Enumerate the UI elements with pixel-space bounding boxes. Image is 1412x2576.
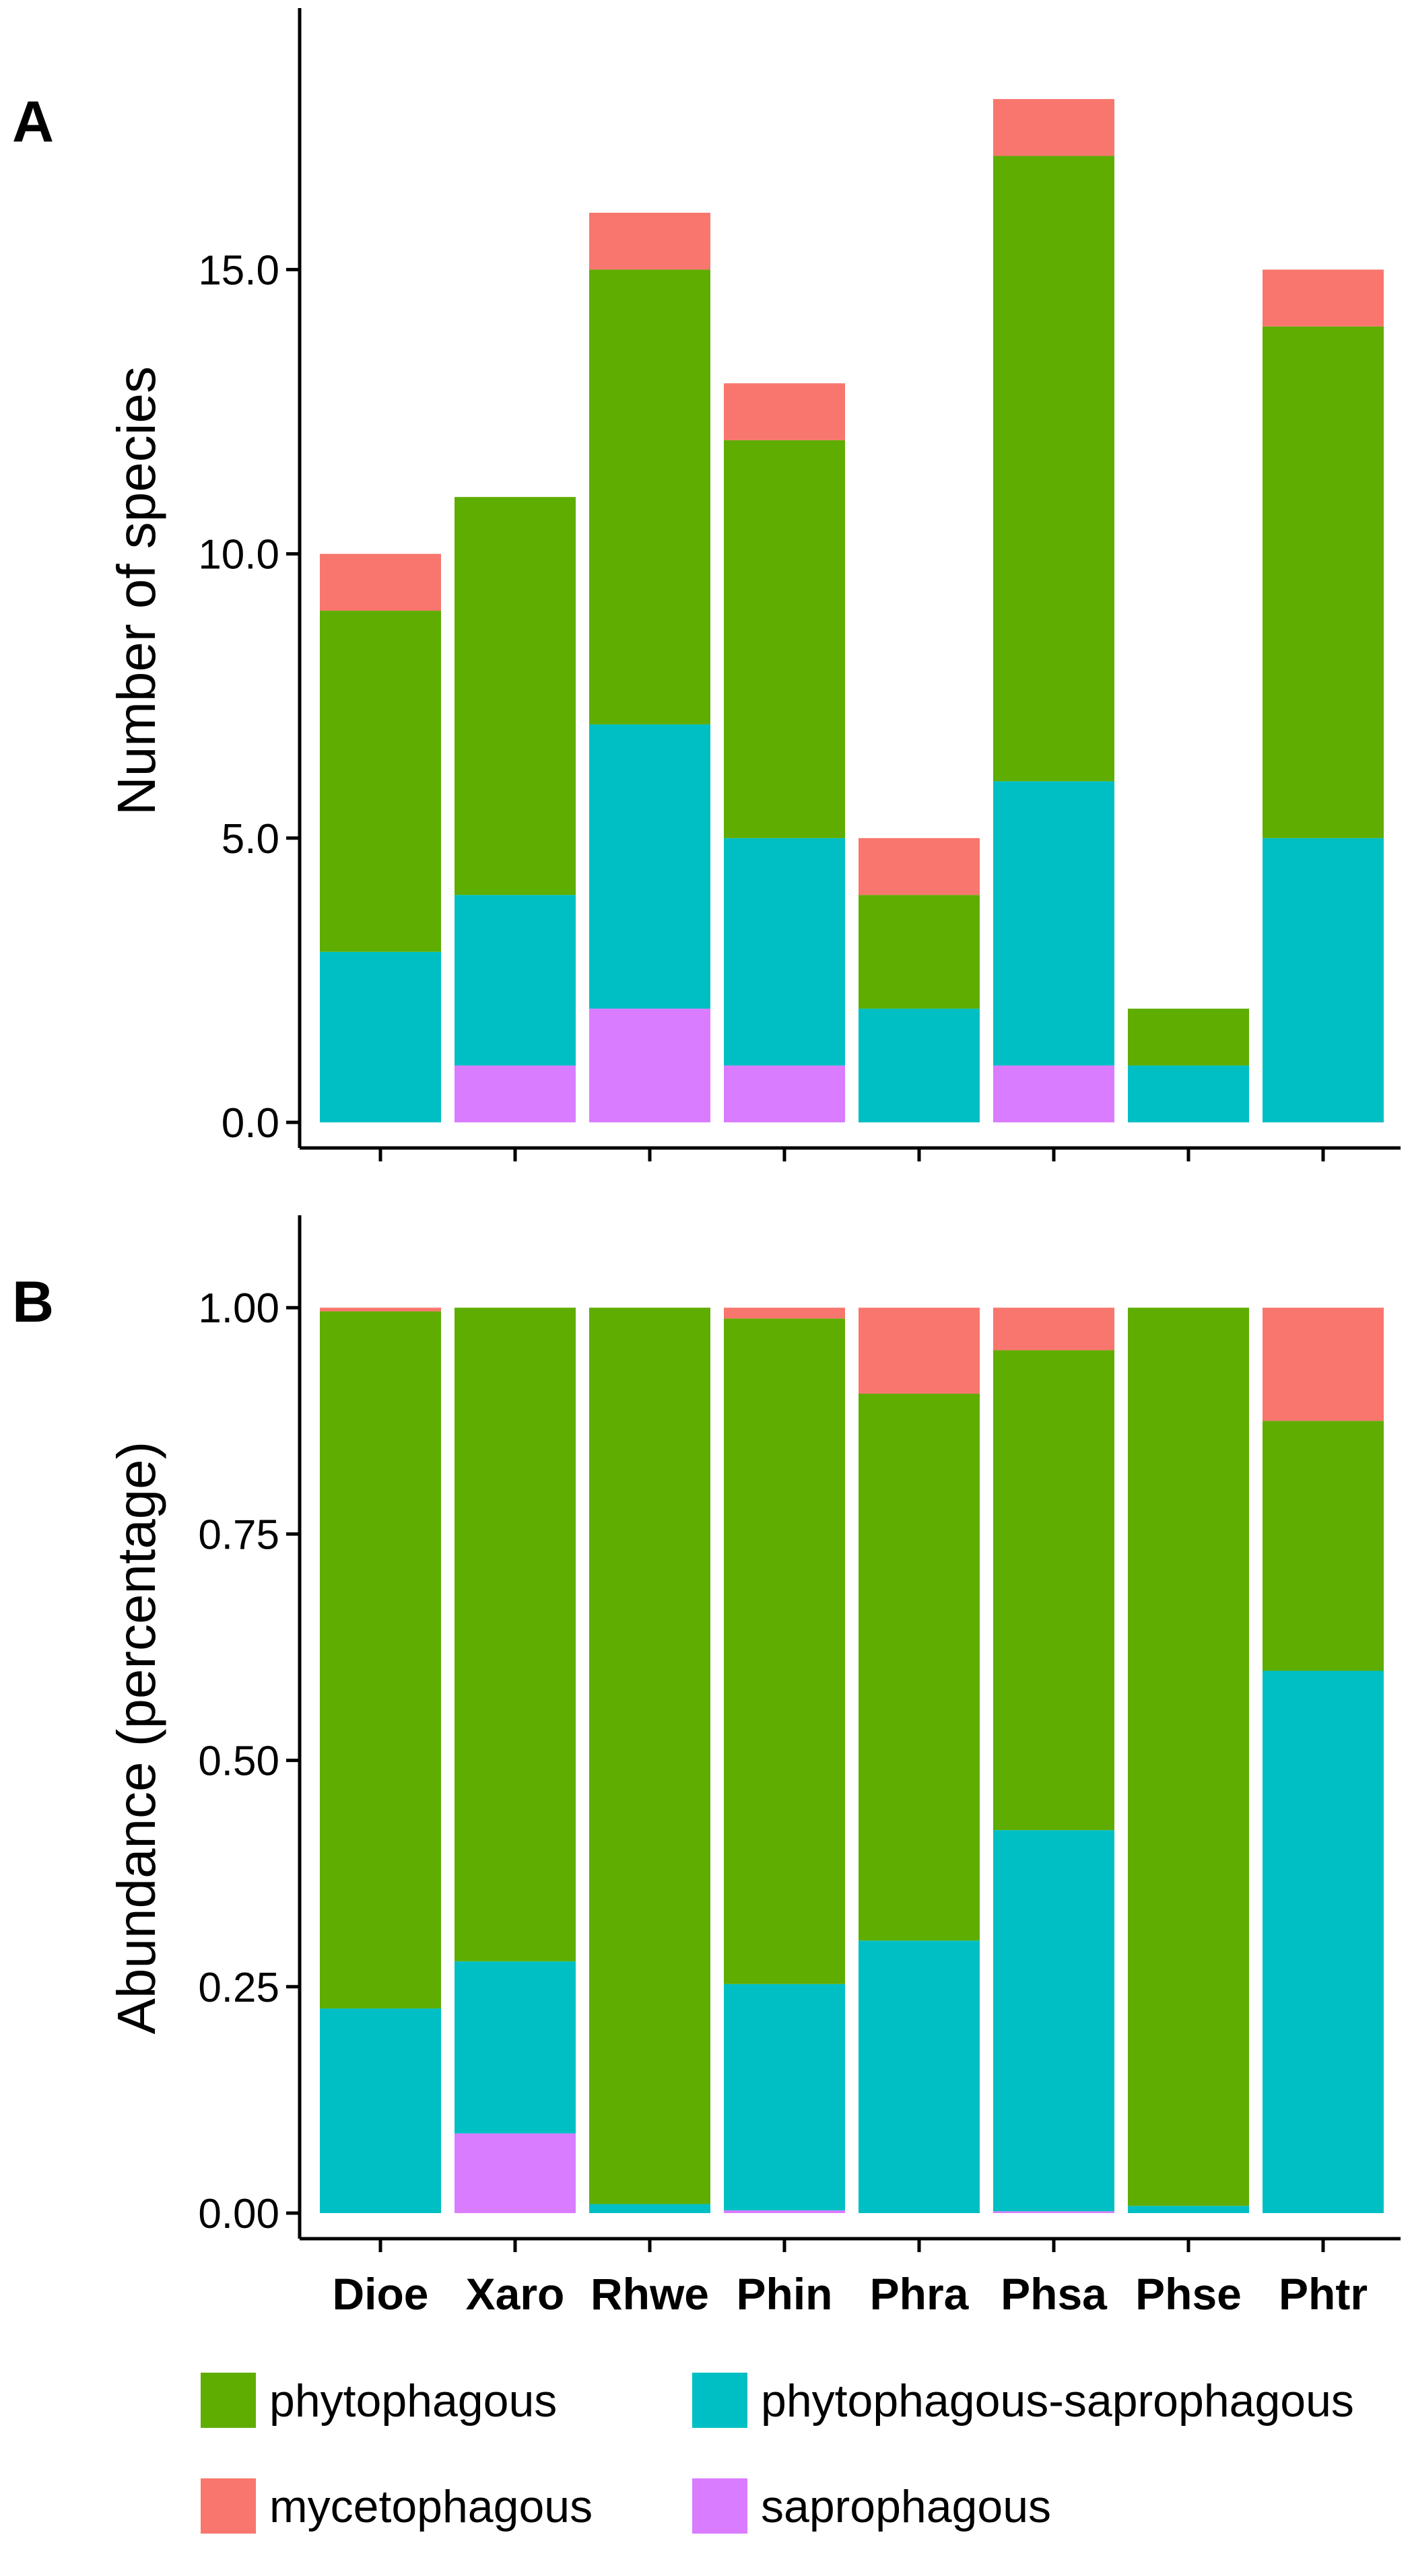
y-tick-label: 1.00 (198, 1285, 279, 1332)
legend-key-saprophagous (692, 2478, 747, 2534)
legend-label-phytophagous-saprophagous: phytophagous-saprophagous (761, 2375, 1354, 2427)
legend-key-phytophagous (201, 2373, 256, 2428)
bar-segment-phytophagous-phse (1128, 1009, 1249, 1066)
bar-segment-mycetophagous-rhwe (589, 212, 710, 270)
bar-segment-phytophagous-phtr (1263, 1421, 1384, 1671)
bar-segment-saprophagous-phin (724, 2210, 845, 2213)
bar-segment-phytophagous-saprophagous-dioe (320, 951, 441, 1122)
y-tick-label: 0.75 (198, 1512, 279, 1558)
bar-segment-phytophagous-xaro (455, 497, 576, 895)
bar-segment-saprophagous-xaro (455, 1065, 576, 1122)
y-tick-label: 15.0 (198, 247, 279, 294)
y-tick-label: 0.50 (198, 1738, 279, 1785)
legend-label-phytophagous: phytophagous (269, 2375, 557, 2427)
legend-label-saprophagous: saprophagous (761, 2481, 1051, 2532)
category-label-dioe: Dioe (332, 2269, 428, 2319)
bar-segment-phytophagous-saprophagous-phsa (993, 781, 1114, 1066)
bar-segment-phytophagous-saprophagous-phra (859, 1009, 980, 1122)
bar-segment-phytophagous-rhwe (589, 1308, 710, 2204)
bar-segment-mycetophagous-phin (724, 1308, 845, 1319)
legend-key-phytophagous-saprophagous (692, 2373, 747, 2428)
y-tick-label: 0.25 (198, 1965, 279, 2011)
category-label-xaro: Xaro (466, 2269, 565, 2319)
bar-segment-phytophagous-phtr (1263, 326, 1384, 838)
bar-segment-phytophagous-phse (1128, 1308, 1249, 2206)
bar-segment-saprophagous-phsa (993, 1065, 1114, 1122)
y-axis-title: Abundance (percentage) (106, 1442, 166, 2035)
panel-a: 0.0 5.0 10.0 15.0 Number of species A (12, 8, 1401, 1161)
bar-segment-saprophagous-phsa (993, 2211, 1114, 2213)
bar-segment-phytophagous-saprophagous-phsa (993, 1830, 1114, 2212)
y-tick-label: 10.0 (198, 532, 279, 578)
bar-segment-phytophagous-xaro (455, 1308, 576, 1962)
bar-segment-phytophagous-saprophagous-phra (859, 1940, 980, 2213)
y-axis-title: Number of species (106, 366, 166, 815)
bar-segment-phytophagous-saprophagous-xaro (455, 1961, 576, 2134)
panel-label: A (12, 90, 54, 154)
bar-segment-saprophagous-phin (724, 1065, 845, 1122)
legend: phytophagous phytophagous-saprophagous myc… (201, 2373, 1354, 2534)
bar-segment-phytophagous-dioe (320, 1311, 441, 2009)
category-label-phin: Phin (737, 2269, 833, 2319)
bar-segment-phytophagous-saprophagous-phse (1128, 2206, 1249, 2213)
bar-segment-mycetophagous-phra (859, 838, 980, 895)
bar-segment-phytophagous-rhwe (589, 269, 710, 724)
bar-segment-phytophagous-saprophagous-rhwe (589, 2204, 710, 2213)
legend-label-mycetophagous: mycetophagous (269, 2481, 593, 2532)
bar-segment-phytophagous-saprophagous-dioe (320, 2008, 441, 2213)
bar-segment-phytophagous-saprophagous-phtr (1263, 838, 1384, 1122)
bar-segment-phytophagous-saprophagous-xaro (455, 895, 576, 1066)
category-label-phse: Phse (1135, 2269, 1242, 2319)
bar-segment-mycetophagous-dioe (320, 553, 441, 611)
bar-segment-mycetophagous-phtr (1263, 269, 1384, 327)
bar-segment-phytophagous-phin (724, 440, 845, 838)
y-tick-label: 0.0 (222, 1100, 279, 1147)
bar-segment-mycetophagous-phsa (993, 99, 1114, 156)
category-label-phtr: Phtr (1279, 2269, 1368, 2319)
bar-segment-saprophagous-xaro (455, 2133, 576, 2213)
legend-key-mycetophagous (201, 2478, 256, 2534)
bar-segment-phytophagous-dioe (320, 611, 441, 952)
category-label-phsa: Phsa (1001, 2269, 1108, 2319)
bar-segment-mycetophagous-phin (724, 383, 845, 440)
y-tick-label: 0.00 (198, 2191, 279, 2237)
bar-segment-phytophagous-phsa (993, 1350, 1114, 1831)
bar-segment-phytophagous-saprophagous-phin (724, 1984, 845, 2210)
panel-label: B (12, 1270, 54, 1334)
bar-segment-phytophagous-phra (859, 1393, 980, 1941)
bar-segment-phytophagous-phin (724, 1318, 845, 1984)
bar-segment-mycetophagous-phra (859, 1308, 980, 1394)
bar-segment-phytophagous-saprophagous-phtr (1263, 1670, 1384, 2213)
bar-segment-phytophagous-phsa (993, 156, 1114, 782)
bar-segment-saprophagous-rhwe (589, 1009, 710, 1122)
bar-segment-phytophagous-saprophagous-rhwe (589, 724, 710, 1009)
bar-segment-mycetophagous-phtr (1263, 1308, 1384, 1421)
bar-segment-phytophagous-saprophagous-phse (1128, 1065, 1249, 1122)
category-label-phra: Phra (870, 2269, 970, 2319)
bar-segment-mycetophagous-dioe (320, 1308, 441, 1312)
category-label-rhwe: Rhwe (591, 2269, 709, 2319)
y-tick-label: 5.0 (222, 816, 279, 862)
bar-segment-phytophagous-phra (859, 895, 980, 1009)
panel-b: 0.00 0.25 0.50 0.75 1.00 Abundance (percentag… (12, 1215, 1401, 2252)
category-axis-labels: Dioe Xaro Rhwe Phin Phra Phsa Phse Phtr (332, 2269, 1368, 2319)
bar-segment-mycetophagous-phsa (993, 1308, 1114, 1351)
bar-segment-phytophagous-saprophagous-phin (724, 838, 845, 1066)
